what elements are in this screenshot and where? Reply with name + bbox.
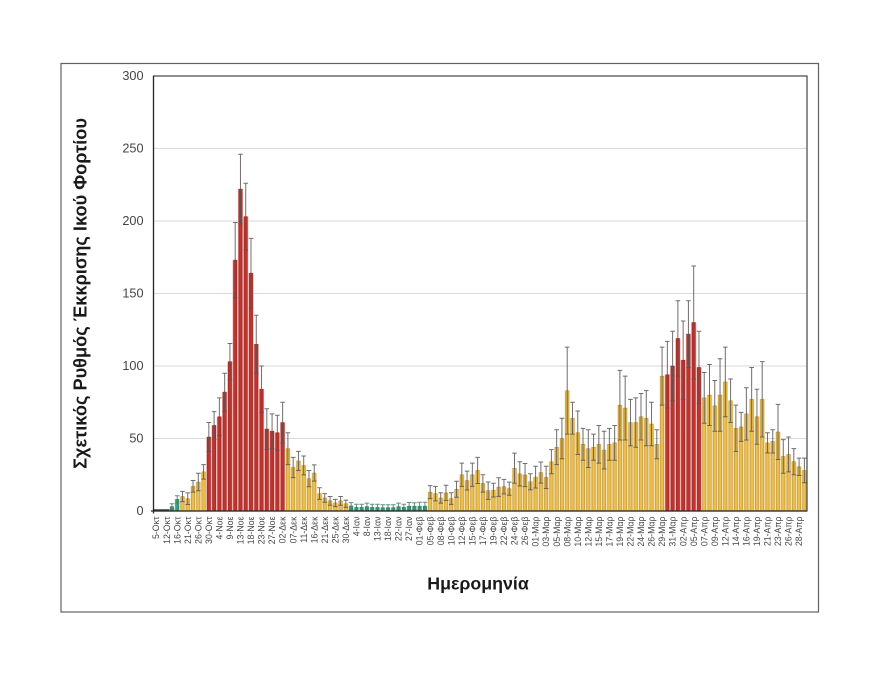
svg-text:21-Απρ: 21-Απρ (763, 517, 773, 547)
svg-text:08-Μαρ: 08-Μαρ (562, 517, 572, 547)
svg-text:22-Ιαν: 22-Ιαν (394, 516, 404, 541)
svg-text:9-Νοε: 9-Νοε (225, 516, 235, 539)
svg-text:24-Μαρ: 24-Μαρ (636, 517, 646, 547)
svg-text:100: 100 (122, 359, 143, 373)
svg-text:12-Μαρ: 12-Μαρ (583, 517, 593, 547)
svg-text:09-Απρ: 09-Απρ (710, 517, 720, 547)
svg-text:30-Δεκ: 30-Δεκ (341, 516, 351, 544)
svg-text:13-Νοε: 13-Νοε (236, 516, 246, 544)
svg-text:10-Μαρ: 10-Μαρ (573, 517, 583, 547)
svg-text:16-Απρ: 16-Απρ (741, 517, 751, 547)
svg-text:19-Φεβ: 19-Φεβ (489, 517, 499, 546)
svg-text:12-Οκτ: 12-Οκτ (162, 516, 172, 544)
svg-text:13-Ιαν: 13-Ιαν (373, 516, 383, 541)
svg-text:50: 50 (129, 432, 143, 446)
svg-text:08-Φεβ: 08-Φεβ (436, 517, 446, 546)
svg-text:05-Φεβ: 05-Φεβ (425, 517, 435, 546)
svg-text:02-Δεκ: 02-Δεκ (278, 516, 288, 544)
svg-text:Ημερομηνία: Ημερομηνία (427, 574, 529, 594)
svg-text:26-Μαρ: 26-Μαρ (647, 517, 657, 547)
svg-text:03-Μαρ: 03-Μαρ (541, 517, 551, 547)
svg-text:07-Απρ: 07-Απρ (699, 517, 709, 547)
svg-text:31-Μαρ: 31-Μαρ (668, 517, 678, 547)
svg-text:26-Απρ: 26-Απρ (784, 517, 794, 547)
svg-text:01-Φεβ: 01-Φεβ (415, 517, 425, 546)
svg-text:8-Ιαν: 8-Ιαν (362, 516, 372, 536)
svg-text:18-Νοε: 18-Νοε (246, 516, 256, 544)
svg-text:15-Μαρ: 15-Μαρ (594, 517, 604, 547)
svg-text:0: 0 (136, 504, 143, 518)
svg-text:28-Απρ: 28-Απρ (794, 517, 804, 547)
svg-text:Σχετικός Ρυθμός Έκκρισης Ικού: Σχετικός Ρυθμός Έκκρισης Ικού Φορτίου (71, 118, 91, 469)
svg-text:17-Μαρ: 17-Μαρ (604, 517, 614, 547)
svg-text:22-Μαρ: 22-Μαρ (626, 517, 636, 547)
svg-text:01-Μαρ: 01-Μαρ (531, 517, 541, 547)
svg-text:16-Δεκ: 16-Δεκ (309, 516, 319, 544)
svg-text:12-Απρ: 12-Απρ (720, 517, 730, 547)
svg-text:02-Απρ: 02-Απρ (678, 517, 688, 547)
svg-text:18-Ιαν: 18-Ιαν (383, 516, 393, 541)
svg-text:29-Μαρ: 29-Μαρ (657, 517, 667, 547)
svg-text:26-Φεβ: 26-Φεβ (520, 517, 530, 546)
svg-text:19-Μαρ: 19-Μαρ (615, 517, 625, 547)
svg-text:4-Ιαν: 4-Ιαν (352, 516, 362, 536)
svg-text:5-Οκτ: 5-Οκτ (151, 516, 161, 539)
svg-text:19-Απρ: 19-Απρ (752, 517, 762, 547)
svg-text:21-Οκτ: 21-Οκτ (183, 516, 193, 544)
svg-text:17-Φεβ: 17-Φεβ (478, 517, 488, 546)
svg-text:23-Νοε: 23-Νοε (257, 516, 267, 544)
svg-text:24-Φεβ: 24-Φεβ (510, 517, 520, 546)
svg-text:07-Δεκ: 07-Δεκ (288, 516, 298, 544)
svg-text:11-Δεκ: 11-Δεκ (299, 516, 309, 543)
svg-text:27-Νοε: 27-Νοε (267, 516, 277, 544)
svg-text:27-Ιαν: 27-Ιαν (404, 516, 414, 541)
svg-text:16-Οκτ: 16-Οκτ (172, 516, 182, 544)
svg-text:05-Μαρ: 05-Μαρ (552, 517, 562, 547)
svg-text:26-Οκτ: 26-Οκτ (193, 516, 203, 544)
svg-text:21-Δεκ: 21-Δεκ (320, 516, 330, 544)
svg-text:05-Απρ: 05-Απρ (689, 517, 699, 547)
svg-text:250: 250 (122, 142, 143, 156)
svg-text:200: 200 (122, 214, 143, 228)
svg-text:12-Φεβ: 12-Φεβ (457, 517, 467, 546)
svg-text:22-Φεβ: 22-Φεβ (499, 517, 509, 546)
svg-text:4-Νοε: 4-Νοε (214, 516, 224, 539)
svg-text:300: 300 (122, 69, 143, 83)
svg-text:150: 150 (122, 287, 143, 301)
svg-text:30-Οκτ: 30-Οκτ (204, 516, 214, 544)
svg-text:23-Απρ: 23-Απρ (773, 517, 783, 547)
svg-text:14-Απρ: 14-Απρ (731, 517, 741, 547)
svg-text:25-Δεκ: 25-Δεκ (330, 516, 340, 544)
svg-text:10-Φεβ: 10-Φεβ (446, 517, 456, 546)
svg-text:15-Φεβ: 15-Φεβ (467, 517, 477, 546)
